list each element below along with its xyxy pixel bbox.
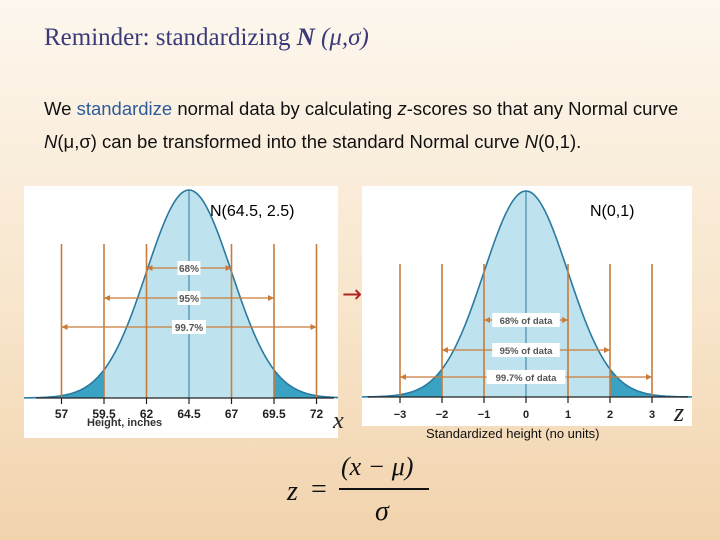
pct-label: 95% <box>179 294 199 305</box>
formula-denominator: σ <box>375 496 389 527</box>
pct-label-bg <box>177 261 201 275</box>
para-z: z <box>397 98 407 119</box>
tick-label: 2 <box>607 409 613 421</box>
pct-arrow-right <box>562 317 568 323</box>
left-normal-chart: 68% 95% 99.7% 57 59.5 62 64.5 67 69.5 72 N(64.5, … <box>24 186 338 438</box>
tick-label: 64.5 <box>177 407 201 421</box>
pct-arrow-left <box>104 295 110 301</box>
tick-label: −1 <box>478 409 491 421</box>
tick-label: 0 <box>523 409 529 421</box>
para-text-10: (0,1). <box>538 131 582 152</box>
pct-arrow-right <box>646 374 652 380</box>
title-prefix: Reminder: standardizing <box>44 24 291 51</box>
pct-label-bg <box>177 291 201 305</box>
para-highlight: standardize <box>76 98 173 119</box>
tick-label: 72 <box>310 407 324 421</box>
left-chart-svg: 68% 95% 99.7% 57 59.5 62 64.5 67 69.5 72 N(64.5, … <box>24 189 338 429</box>
tick-label: 1 <box>565 409 571 421</box>
pct-arrow-right <box>604 347 610 353</box>
pct-arrow-left <box>400 374 406 380</box>
pct-arrow-right <box>225 265 232 271</box>
tick-label: 62 <box>140 407 154 421</box>
pct-label: 68% of data <box>500 316 554 327</box>
formula-lhs: z <box>287 476 298 507</box>
formula-numerator: (x − μ) <box>341 452 414 481</box>
pct-arrow-left <box>484 317 490 323</box>
left-tail-fill <box>24 369 104 398</box>
left-chart-label: N(64.5, 2.5) <box>210 203 294 220</box>
curve-fill <box>362 191 692 397</box>
transform-arrow: → <box>342 280 363 308</box>
x-variable-label: x <box>333 408 344 434</box>
para-text-3: normal data by calculating <box>172 98 398 119</box>
right-chart-label: N(0,1) <box>590 203 634 220</box>
left-axis-title: Height, inches <box>87 417 162 429</box>
tick-label: 3 <box>649 409 655 421</box>
tick-label: 57 <box>55 407 69 421</box>
pct-arrow-right <box>268 295 274 301</box>
tick-label: −3 <box>394 409 407 421</box>
pct-label-bg <box>492 313 560 327</box>
para-N2: N <box>524 131 539 152</box>
para-text-8: can be transformed into the standard Nor… <box>96 131 525 152</box>
z-score-formula: z = (x − μ) σ <box>285 452 445 532</box>
para-N1: N <box>44 131 58 152</box>
pct-label: 68% <box>179 264 199 275</box>
tick-label: 69.5 <box>262 407 286 421</box>
pct-arrow-right <box>310 324 317 330</box>
para-text-5: -scores so that any Normal curve <box>406 98 679 119</box>
tick-label: 59.5 <box>92 407 116 421</box>
pct-label-bg <box>172 320 206 334</box>
right-axis-title: Standardized height (no units) <box>426 426 600 441</box>
tick-label: 67 <box>225 407 239 421</box>
pct-label: 95% of data <box>500 346 554 357</box>
pct-label-bg <box>492 343 560 357</box>
pct-label: 99.7% of data <box>496 373 557 384</box>
pct-arrow-left <box>442 347 448 353</box>
intro-paragraph: We standardize normal data by calculatin… <box>44 92 694 158</box>
tick-label: −2 <box>436 409 449 421</box>
pct-label-bg <box>486 370 566 384</box>
right-chart-svg: 68% of data 95% of data 99.7% of data −3 −2 −… <box>362 190 692 421</box>
title-params: (μ,σ) <box>321 24 369 51</box>
slide-title: Reminder: standardizing N (μ,σ) <box>44 24 369 52</box>
pct-arrow-left <box>61 324 68 330</box>
para-params: (μ,σ) <box>57 131 97 152</box>
pct-arrow-left <box>146 265 153 271</box>
title-N: N <box>296 24 315 51</box>
right-tail-fill <box>274 369 338 398</box>
right-normal-chart: 68% of data 95% of data 99.7% of data −3 −2 −… <box>362 186 692 426</box>
formula-equals: = <box>311 474 327 505</box>
para-text-1: We <box>44 98 77 119</box>
z-variable-label: z <box>674 398 685 427</box>
pct-label: 99.7% <box>175 323 203 334</box>
right-tail-fill <box>610 369 692 397</box>
formula-fraction-bar <box>339 488 429 490</box>
left-tail-fill <box>362 369 442 397</box>
